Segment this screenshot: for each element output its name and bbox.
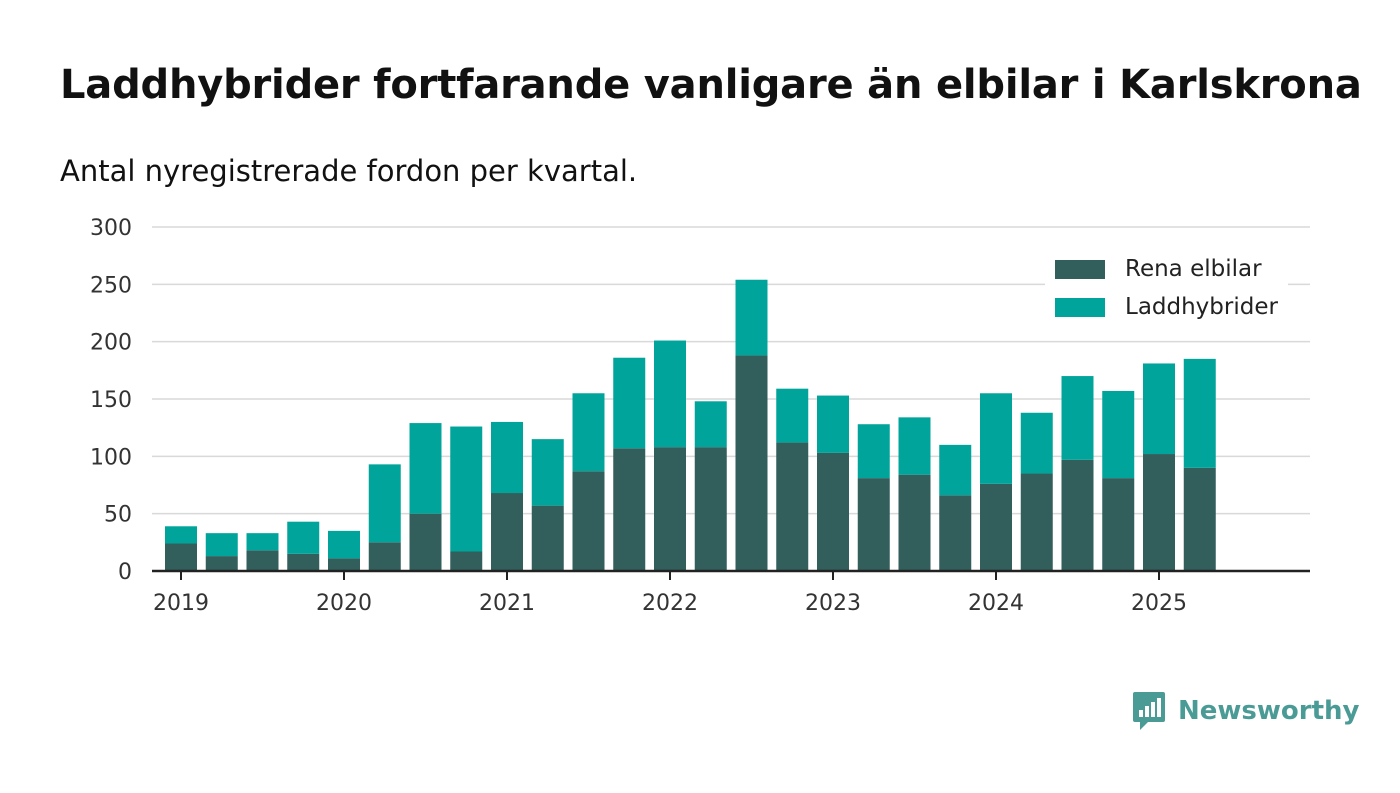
bar-elbilar (980, 483, 1012, 571)
bar-laddhybrider (1183, 358, 1216, 468)
bar-elbilar (531, 505, 564, 571)
bar-laddhybrider (368, 464, 401, 543)
bar-laddhybrider (1102, 390, 1135, 479)
bar-laddhybrider (1020, 412, 1053, 474)
x-tick-label: 2024 (968, 591, 1024, 616)
y-tick-label: 0 (118, 560, 132, 585)
bar-laddhybrider (165, 526, 197, 544)
bar-elbilar (165, 543, 197, 571)
bar-elbilar (898, 474, 931, 571)
newsworthy-logo[interactable]: Newsworthy (1132, 691, 1359, 731)
legend-swatch-laddhybrider (1055, 297, 1105, 317)
bar-laddhybrider (328, 530, 360, 559)
bar-elbilar (654, 447, 686, 571)
chart-title: Laddhybrider fortfarande vanligare än el… (60, 62, 1362, 108)
bar-elbilar (205, 556, 238, 571)
legend-swatch-elbilar (1055, 259, 1105, 279)
bar-laddhybrider (450, 426, 483, 552)
y-tick-label: 100 (90, 445, 132, 470)
bar-laddhybrider (857, 424, 890, 479)
chart-subtitle: Antal nyregistrerade fordon per kvartal. (60, 154, 638, 188)
bar-elbilar (368, 542, 401, 571)
bar-elbilar (776, 442, 809, 571)
bar-elbilar (1143, 454, 1175, 571)
x-tick-label: 2022 (642, 591, 698, 616)
y-tick-label: 250 (90, 273, 132, 298)
x-tick-label: 2020 (316, 591, 372, 616)
bar-laddhybrider (898, 417, 931, 475)
x-tick-label: 2023 (805, 591, 861, 616)
bar-elbilar (491, 493, 523, 571)
bar-elbilar (409, 513, 442, 571)
bar-laddhybrider (939, 444, 972, 496)
bar-elbilar (1183, 467, 1216, 571)
bar-laddhybrider (776, 388, 809, 443)
bar-elbilar (287, 553, 320, 571)
bar-laddhybrider (980, 393, 1012, 484)
y-tick-label: 50 (104, 503, 132, 528)
bar-elbilar (857, 478, 890, 571)
bar-laddhybrider (531, 439, 564, 506)
y-tick-label: 150 (90, 388, 132, 413)
bar-laddhybrider (246, 533, 279, 551)
bar-laddhybrider (1143, 363, 1175, 455)
bar-laddhybrider (409, 423, 442, 514)
bar-laddhybrider (205, 533, 238, 557)
bar-elbilar (572, 471, 605, 571)
legend-label-laddhybrider: Laddhybrider (1125, 294, 1278, 320)
legend: Rena elbilar Laddhybrider (1045, 244, 1288, 332)
bar-laddhybrider (1061, 376, 1094, 460)
bar-elbilar (1102, 478, 1135, 571)
bar-laddhybrider (654, 340, 686, 448)
bar-laddhybrider (817, 395, 849, 453)
bar-laddhybrider (735, 279, 768, 356)
newsworthy-logo-text: Newsworthy (1178, 696, 1360, 726)
bar-laddhybrider (491, 421, 523, 494)
bar-elbilar (1061, 459, 1094, 571)
newsworthy-logo-icon (1133, 692, 1165, 730)
x-tick-label: 2019 (153, 591, 209, 616)
y-tick-label: 300 (90, 216, 132, 241)
bar-elbilar (817, 452, 849, 571)
bar-elbilar (450, 551, 483, 571)
legend-item-laddhybrider: Laddhybrider (1055, 288, 1278, 326)
y-tick-label: 200 (90, 331, 132, 356)
x-tick-label: 2025 (1131, 591, 1187, 616)
bar-elbilar (939, 495, 972, 571)
bar-elbilar (694, 447, 727, 571)
bar-elbilar (246, 550, 279, 571)
legend-label-elbilar: Rena elbilar (1125, 256, 1262, 282)
x-tick-label: 2021 (479, 591, 535, 616)
bar-elbilar (1020, 473, 1053, 571)
bar-laddhybrider (572, 393, 605, 472)
bar-laddhybrider (694, 401, 727, 448)
bar-elbilar (735, 355, 768, 571)
bar-elbilar (328, 558, 360, 571)
legend-item-elbilar: Rena elbilar (1055, 250, 1278, 288)
bar-laddhybrider (613, 357, 646, 449)
bar-laddhybrider (287, 521, 320, 554)
bar-elbilar (613, 448, 646, 571)
